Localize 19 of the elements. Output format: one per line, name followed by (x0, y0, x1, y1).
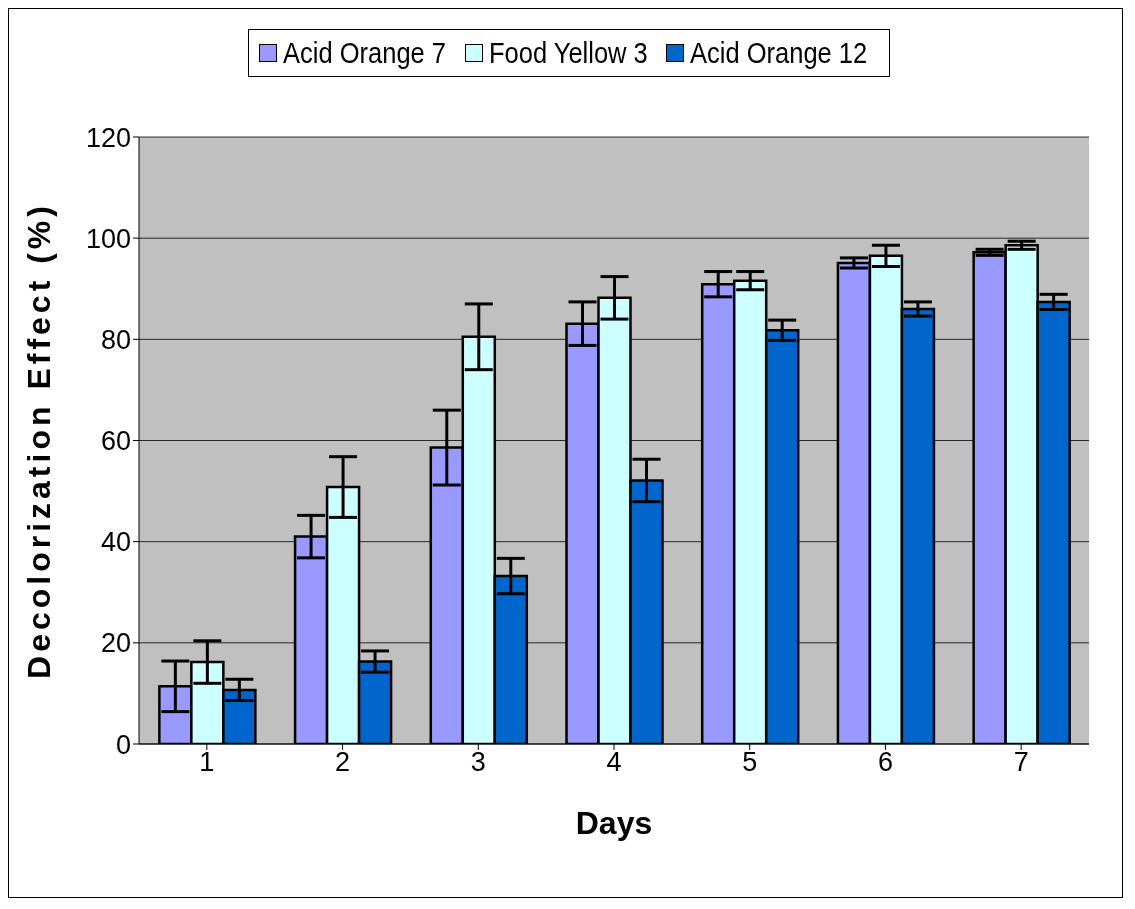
x-tick-label: 3 (470, 747, 486, 778)
x-tick-label: 1 (199, 747, 215, 778)
x-tick-label: 2 (335, 747, 351, 778)
x-tick-label: 6 (877, 747, 893, 778)
y-tick-label: 40 (100, 527, 131, 558)
x-axis-title: Days (575, 805, 653, 841)
y-tick-label: 60 (100, 426, 131, 457)
y-tick-label: 80 (100, 324, 131, 355)
legend-label: Acid Orange 7 (283, 36, 447, 70)
legend-label: Acid Orange 12 (690, 36, 868, 70)
y-tick-label: 0 (115, 729, 131, 760)
x-tick-label: 7 (1013, 747, 1029, 778)
y-tick-label: 120 (85, 122, 131, 153)
x-tick-label: 4 (606, 747, 622, 778)
y-tick-label: 100 (85, 223, 131, 254)
x-tick-label: 5 (742, 747, 758, 778)
y-tick-label: 20 (100, 628, 131, 659)
y-axis-title: Decolorization Effect (%) (21, 202, 58, 679)
legend-label: Food Yellow 3 (489, 36, 649, 70)
